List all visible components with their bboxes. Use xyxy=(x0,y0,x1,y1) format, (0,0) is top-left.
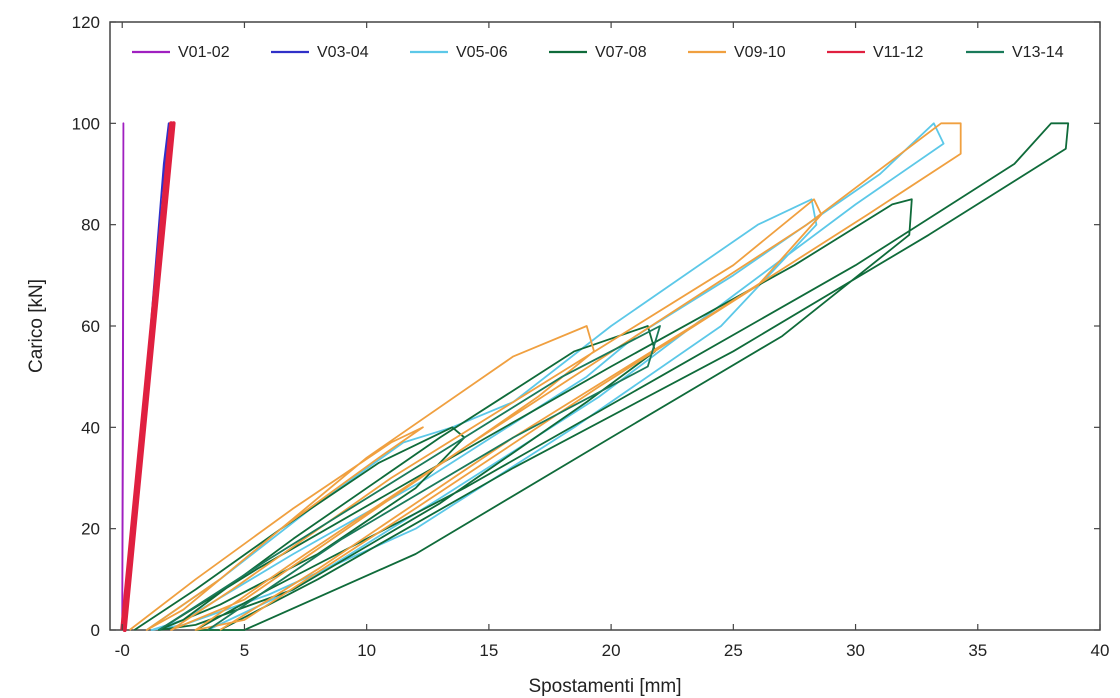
x-tick-label: 20 xyxy=(602,641,621,660)
series-line-v13-14 xyxy=(158,325,661,631)
x-axis-title: Spostamenti [mm] xyxy=(528,676,681,697)
series-line-v09-10 xyxy=(129,122,962,631)
legend-label: V05-06 xyxy=(456,44,508,61)
legend-item: V01-02 xyxy=(132,44,230,61)
x-tick-label: 30 xyxy=(846,641,865,660)
legend-label: V09-10 xyxy=(734,44,786,61)
x-tick-label: 35 xyxy=(968,641,987,660)
y-tick-label: 120 xyxy=(72,13,100,32)
series-layer xyxy=(120,121,1070,632)
legend: V01-02 V03-04 V05-06 V07-08 V09-10 V11-12 V13-… xyxy=(132,44,1064,61)
y-axis-title: Carico [kN] xyxy=(26,279,47,373)
y-tick-label: 100 xyxy=(72,114,100,133)
legend-label: V13-14 xyxy=(1012,44,1064,61)
series-line-v11-12 xyxy=(120,121,176,632)
series-line-v01-02 xyxy=(121,122,125,631)
legend-label: V01-02 xyxy=(178,44,230,61)
x-tick-label: 5 xyxy=(240,641,249,660)
x-tick-label: 25 xyxy=(724,641,743,660)
legend-label: V03-04 xyxy=(317,44,369,61)
series-line-v07-08 xyxy=(133,122,1070,631)
legend-label: V07-08 xyxy=(595,44,647,61)
legend-item: V05-06 xyxy=(410,44,508,61)
y-tick-label: 80 xyxy=(81,216,100,235)
plot-frame xyxy=(109,21,1101,631)
x-tick-label: 15 xyxy=(479,641,498,660)
legend-item: V09-10 xyxy=(688,44,786,61)
series-line-v05-06 xyxy=(146,122,945,631)
legend-label: V11-12 xyxy=(873,44,924,61)
plot-area xyxy=(109,21,1101,631)
legend-item: V11-12 xyxy=(827,44,924,61)
legend-item: V07-08 xyxy=(549,44,647,61)
legend-item: V13-14 xyxy=(966,44,1064,61)
x-tick-label: -0 xyxy=(115,641,130,660)
x-tick-label: 40 xyxy=(1091,641,1110,660)
y-tick-label: 60 xyxy=(81,317,100,336)
axis-ticks: -0 5 10 15 20 25 30 35 40 0 20 40 60 80 100 120 xyxy=(72,13,1110,660)
x-tick-label: 10 xyxy=(357,641,376,660)
y-tick-label: 0 xyxy=(91,621,100,640)
y-tick-label: 20 xyxy=(81,520,100,539)
y-tick-label: 40 xyxy=(81,418,100,437)
legend-item: V03-04 xyxy=(271,44,369,61)
